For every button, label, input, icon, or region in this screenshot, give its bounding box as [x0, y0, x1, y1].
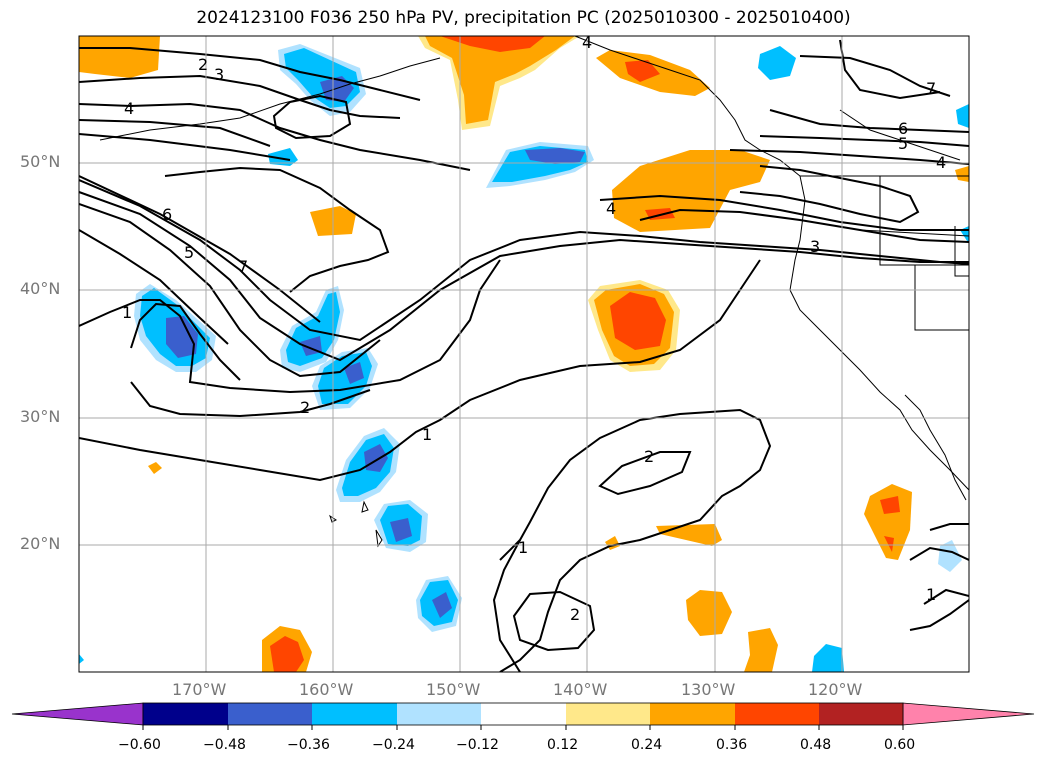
- contour-label: 4: [606, 199, 616, 218]
- contour-label: 1: [122, 303, 132, 322]
- colorbar-tick-label: −0.24: [372, 737, 415, 753]
- lat-label: 40°N: [20, 279, 61, 298]
- contour-label: 1: [518, 538, 528, 557]
- contour-label: 2: [644, 447, 654, 466]
- map-frame: [78, 35, 970, 673]
- lon-label: 150°W: [426, 680, 481, 699]
- colorbar-tick-label: 0.24: [631, 737, 663, 753]
- lat-label: 50°N: [20, 152, 61, 171]
- lon-label: 130°W: [681, 680, 736, 699]
- contour-label: 3: [214, 65, 224, 84]
- contour-label: 7: [238, 257, 248, 276]
- colorbar: [11, 702, 1035, 730]
- contour-label: 5: [898, 134, 908, 153]
- contour-label: 2: [570, 605, 580, 624]
- contour-label: 6: [898, 119, 908, 138]
- colorbar-tick-label: −0.48: [203, 737, 246, 753]
- contour-labels: 2 3 4 6 5 7 1 2 1 2 1 2 4 4 3 7 6 5 4 1: [122, 33, 946, 624]
- contour-label: 2: [198, 55, 208, 74]
- colorbar-bin: [819, 703, 903, 725]
- colorbar-tick-label: 0.60: [884, 737, 916, 753]
- colorbar-high-extend: [902, 702, 1035, 726]
- colorbar-tick-label: −0.36: [287, 737, 330, 753]
- lon-label: 140°W: [553, 680, 608, 699]
- coastlines: [99, 36, 969, 548]
- colorbar-bin: [566, 703, 650, 725]
- contour-label: 2: [300, 398, 310, 417]
- colorbar-bin: [481, 703, 566, 725]
- contour-label: 4: [124, 99, 134, 118]
- colorbar-bin: [397, 703, 481, 725]
- colorbar-bin: [650, 703, 735, 725]
- colorbar-bin: [228, 703, 312, 725]
- contour-label: 4: [936, 153, 946, 172]
- contour-label: 1: [422, 425, 432, 444]
- contour-label: 3: [810, 237, 820, 256]
- colorbar-frame: [142, 702, 904, 726]
- colorbar-low-extend: [11, 702, 144, 726]
- lon-label: 160°W: [299, 680, 354, 699]
- gridlines: [79, 36, 969, 672]
- map-plot-area: [79, 36, 969, 672]
- pv-contours: [79, 39, 969, 672]
- lat-label: 30°N: [20, 407, 61, 426]
- colorbar-tick-label: −0.60: [118, 737, 161, 753]
- colorbar-tick-label: 0.36: [716, 737, 748, 753]
- lon-label: 120°W: [808, 680, 863, 699]
- colorbar-bin: [143, 703, 228, 725]
- contour-label: 6: [162, 205, 172, 224]
- colorbar-tick-label: 0.12: [547, 737, 579, 753]
- lon-label: 170°W: [172, 680, 227, 699]
- lat-label: 20°N: [20, 534, 61, 553]
- contour-label: 1: [926, 585, 936, 604]
- contour-label: 4: [582, 33, 592, 52]
- map-title: 2024123100 F036 250 hPa PV, precipitatio…: [196, 8, 851, 28]
- colorbar-tick-label: 0.48: [800, 737, 832, 753]
- positive-anomaly-regions: [79, 36, 969, 672]
- contour-label: 5: [184, 243, 194, 262]
- contour-label: 7: [926, 79, 936, 98]
- colorbar-bin: [312, 703, 397, 725]
- colorbar-tick-label: −0.12: [456, 737, 499, 753]
- colorbar-bin: [735, 703, 819, 725]
